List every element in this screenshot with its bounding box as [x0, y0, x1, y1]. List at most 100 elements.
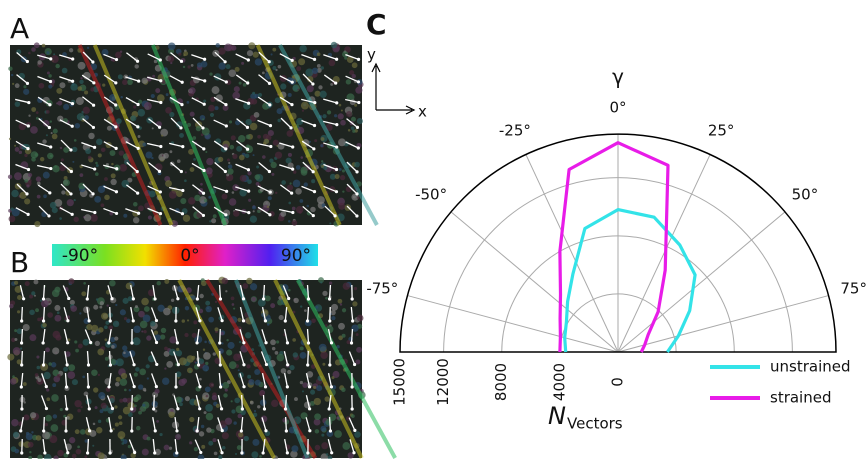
- speckle: [179, 402, 183, 406]
- arrow-head: [284, 407, 287, 410]
- speckle: [85, 148, 91, 154]
- speckle: [242, 283, 248, 289]
- vector-arrow: [44, 417, 45, 431]
- speckle: [138, 205, 144, 211]
- speckle: [252, 439, 259, 446]
- speckle: [231, 400, 233, 402]
- speckle: [78, 344, 83, 349]
- micrograph: [7, 277, 395, 459]
- speckle: [166, 361, 173, 368]
- speckle: [30, 126, 38, 134]
- speckle: [250, 216, 257, 223]
- arrow-head: [357, 146, 360, 149]
- speckle: [271, 173, 274, 176]
- speckle: [46, 397, 50, 401]
- speckle: [341, 387, 345, 391]
- speckle: [277, 108, 283, 114]
- speckle: [177, 159, 181, 163]
- arrow-head: [20, 385, 23, 388]
- speckle: [63, 179, 70, 186]
- speckle: [229, 198, 237, 206]
- arrow-head: [225, 190, 228, 193]
- speckle: [45, 347, 50, 352]
- arrow-head: [175, 451, 178, 454]
- arrow-head: [86, 451, 89, 454]
- speckle: [23, 414, 29, 420]
- speckle: [157, 281, 161, 285]
- speckle: [74, 199, 76, 201]
- speckle: [314, 139, 317, 142]
- speckle: [154, 331, 158, 335]
- speckle: [238, 135, 245, 142]
- arrow-head: [136, 192, 139, 195]
- speckle: [95, 406, 98, 409]
- arrow-head: [224, 170, 227, 173]
- speckle: [8, 67, 12, 71]
- arrow-head: [330, 341, 333, 344]
- speckle: [98, 327, 103, 332]
- speckle: [260, 399, 266, 405]
- speckle: [133, 326, 140, 333]
- speckle: [270, 339, 276, 345]
- speckle: [310, 390, 315, 395]
- speckle: [278, 65, 282, 69]
- vector-arrow: [286, 417, 287, 431]
- speckle: [8, 175, 12, 179]
- arrow-head: [247, 168, 250, 171]
- speckle: [320, 426, 326, 432]
- arrow-head: [91, 60, 94, 63]
- arrow-head: [22, 297, 25, 300]
- speckle: [57, 311, 60, 314]
- arrow-head: [43, 451, 46, 454]
- speckle: [189, 417, 194, 422]
- arrow-head: [198, 407, 201, 410]
- arrow-head: [136, 125, 139, 128]
- speckle: [250, 283, 257, 290]
- speckle: [288, 153, 292, 157]
- speckle: [325, 297, 328, 300]
- speckle: [317, 52, 321, 56]
- arrow-head: [268, 170, 271, 173]
- arrow-head: [71, 102, 74, 105]
- speckle: [271, 53, 273, 55]
- arrow-head: [242, 385, 245, 388]
- grid-line: [407, 296, 618, 352]
- speckle: [72, 161, 74, 163]
- arrow-head: [307, 341, 310, 344]
- angle-tick-label: 25°: [708, 121, 735, 139]
- speckle: [206, 158, 213, 165]
- arrow-head: [355, 170, 358, 173]
- speckle: [187, 101, 190, 104]
- speckle: [53, 414, 57, 418]
- speckle: [93, 387, 98, 392]
- arrow-head: [91, 192, 94, 195]
- speckle: [55, 335, 61, 341]
- arrow-head: [264, 385, 267, 388]
- speckle: [301, 156, 304, 159]
- arrow-head: [181, 189, 184, 192]
- speckle: [23, 382, 27, 386]
- arrow-head: [92, 104, 95, 107]
- speckle: [352, 130, 355, 133]
- arrow-head: [268, 82, 271, 85]
- arrow-head: [27, 124, 30, 127]
- arrow-head: [306, 363, 309, 366]
- speckle: [74, 400, 81, 407]
- speckle: [248, 199, 251, 202]
- speckle: [68, 278, 74, 284]
- speckle: [36, 435, 42, 441]
- speckle: [96, 427, 102, 433]
- speckle: [15, 83, 20, 88]
- speckle: [147, 377, 149, 379]
- speckle: [122, 80, 128, 86]
- panel-label: C: [366, 8, 387, 41]
- speckle: [181, 378, 187, 384]
- arrow-head: [159, 58, 162, 61]
- vector-arrow: [154, 395, 155, 409]
- arrow-head: [196, 297, 199, 300]
- speckle: [13, 347, 21, 355]
- arrow-head: [312, 214, 315, 217]
- arrow-head: [26, 82, 29, 85]
- speckle: [339, 168, 342, 171]
